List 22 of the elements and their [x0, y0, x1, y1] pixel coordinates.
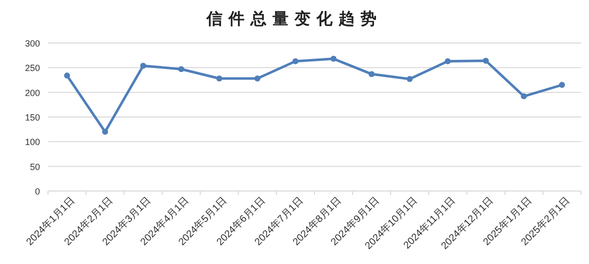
y-tick-label: 250 [24, 63, 40, 74]
y-tick-label: 300 [24, 38, 40, 48]
y-tick-label: 50 [30, 162, 40, 172]
point [558, 82, 565, 88]
y-tick-label: 200 [24, 88, 40, 98]
point [368, 71, 375, 78]
point [102, 128, 108, 135]
y-tick-label: 150 [24, 112, 40, 122]
chart-title: 信件总量变化趋势 [206, 10, 382, 28]
point [330, 56, 337, 62]
point [482, 58, 489, 64]
point [292, 58, 298, 64]
y-tick-label: 100 [24, 137, 40, 148]
point [178, 66, 184, 72]
y-tick-label: 0 [34, 186, 40, 196]
point [254, 76, 260, 82]
point [64, 72, 70, 79]
point [444, 58, 451, 64]
point [520, 93, 527, 100]
point [406, 76, 413, 82]
point [140, 62, 146, 69]
point [216, 76, 222, 82]
